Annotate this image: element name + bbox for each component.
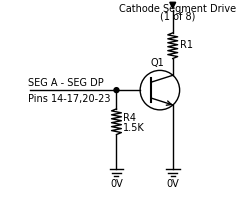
Polygon shape bbox=[169, 3, 175, 9]
Text: R1: R1 bbox=[179, 40, 192, 49]
Text: 1.5K: 1.5K bbox=[123, 122, 144, 132]
Text: 0V: 0V bbox=[166, 178, 178, 188]
Text: SEG A - SEG DP: SEG A - SEG DP bbox=[28, 78, 103, 88]
Text: 0V: 0V bbox=[110, 178, 122, 188]
Circle shape bbox=[114, 88, 118, 93]
Text: (1 of 8): (1 of 8) bbox=[159, 11, 194, 21]
Text: Cathode Segment Drive: Cathode Segment Drive bbox=[118, 4, 235, 14]
Text: R4: R4 bbox=[123, 112, 136, 122]
Text: Pins 14-17,20-23: Pins 14-17,20-23 bbox=[28, 94, 110, 104]
Text: Q1: Q1 bbox=[150, 58, 163, 68]
